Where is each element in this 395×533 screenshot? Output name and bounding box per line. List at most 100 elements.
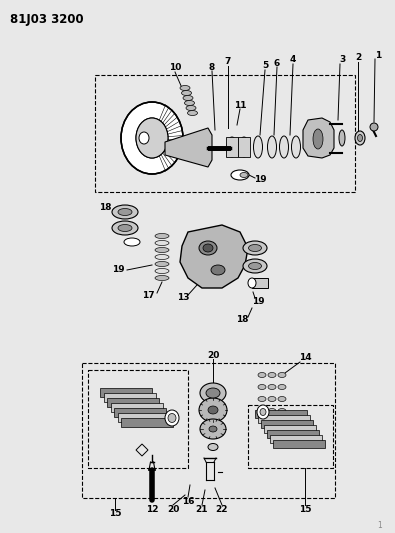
Ellipse shape — [181, 91, 192, 95]
Ellipse shape — [243, 241, 267, 255]
Text: 20: 20 — [167, 505, 179, 513]
Ellipse shape — [267, 136, 276, 158]
Ellipse shape — [292, 136, 301, 158]
Ellipse shape — [155, 269, 169, 273]
Ellipse shape — [240, 173, 248, 177]
Polygon shape — [267, 430, 319, 438]
Bar — [238, 137, 250, 157]
Polygon shape — [165, 128, 212, 167]
Ellipse shape — [200, 383, 226, 403]
Text: 19: 19 — [112, 265, 124, 274]
Ellipse shape — [208, 406, 218, 414]
Text: 8: 8 — [209, 62, 215, 71]
Ellipse shape — [268, 384, 276, 390]
Ellipse shape — [268, 408, 276, 414]
Text: 22: 22 — [216, 505, 228, 513]
Text: 7: 7 — [225, 58, 231, 67]
Ellipse shape — [199, 398, 227, 422]
Ellipse shape — [155, 247, 169, 253]
Ellipse shape — [254, 136, 263, 158]
Polygon shape — [111, 403, 162, 412]
Polygon shape — [264, 425, 316, 433]
Text: 16: 16 — [182, 497, 194, 505]
Ellipse shape — [248, 245, 261, 252]
Ellipse shape — [183, 95, 193, 101]
Ellipse shape — [139, 132, 149, 144]
Ellipse shape — [155, 276, 169, 280]
Polygon shape — [261, 420, 313, 428]
Ellipse shape — [339, 130, 345, 146]
Ellipse shape — [278, 397, 286, 401]
Polygon shape — [273, 440, 325, 448]
Ellipse shape — [168, 414, 176, 423]
Text: 20: 20 — [207, 351, 219, 359]
Ellipse shape — [199, 241, 217, 255]
Circle shape — [370, 123, 378, 131]
Ellipse shape — [278, 408, 286, 414]
Ellipse shape — [136, 118, 168, 158]
Text: 14: 14 — [299, 353, 311, 362]
Ellipse shape — [278, 384, 286, 390]
Text: 15: 15 — [109, 510, 121, 519]
Ellipse shape — [186, 106, 196, 110]
Ellipse shape — [155, 262, 169, 266]
Polygon shape — [270, 435, 322, 443]
Ellipse shape — [203, 244, 213, 252]
Ellipse shape — [278, 373, 286, 377]
Ellipse shape — [121, 102, 183, 174]
Ellipse shape — [248, 262, 261, 270]
Ellipse shape — [258, 373, 266, 377]
Ellipse shape — [118, 208, 132, 215]
Text: 17: 17 — [142, 290, 154, 300]
Text: 19: 19 — [252, 297, 264, 306]
Ellipse shape — [118, 224, 132, 231]
Ellipse shape — [200, 419, 226, 439]
Ellipse shape — [258, 408, 266, 414]
Ellipse shape — [180, 85, 190, 91]
Polygon shape — [103, 393, 156, 402]
Ellipse shape — [209, 426, 217, 432]
Text: 4: 4 — [290, 55, 296, 64]
Polygon shape — [255, 410, 307, 418]
Ellipse shape — [268, 397, 276, 401]
Ellipse shape — [239, 137, 249, 157]
Polygon shape — [303, 118, 334, 158]
Ellipse shape — [188, 110, 198, 116]
Polygon shape — [100, 388, 152, 397]
Polygon shape — [180, 225, 248, 288]
Text: 18: 18 — [236, 316, 248, 325]
Ellipse shape — [248, 278, 256, 288]
Text: 21: 21 — [196, 505, 208, 513]
Ellipse shape — [231, 170, 249, 180]
Ellipse shape — [211, 265, 225, 275]
Text: 18: 18 — [99, 203, 111, 212]
Ellipse shape — [112, 205, 138, 219]
Ellipse shape — [258, 384, 266, 390]
Ellipse shape — [112, 221, 138, 235]
Ellipse shape — [184, 101, 194, 106]
Bar — [226, 137, 238, 157]
Ellipse shape — [357, 134, 363, 141]
Ellipse shape — [280, 136, 288, 158]
Ellipse shape — [243, 259, 267, 273]
Text: 81J03 3200: 81J03 3200 — [10, 13, 84, 26]
Polygon shape — [114, 408, 166, 417]
Ellipse shape — [208, 443, 218, 450]
Ellipse shape — [155, 254, 169, 260]
Text: 13: 13 — [177, 294, 189, 303]
Ellipse shape — [257, 405, 269, 419]
Ellipse shape — [313, 129, 323, 149]
Ellipse shape — [260, 408, 266, 416]
Ellipse shape — [227, 137, 237, 157]
Ellipse shape — [155, 233, 169, 238]
Text: 5: 5 — [262, 61, 268, 70]
Ellipse shape — [155, 240, 169, 246]
Text: 1: 1 — [378, 521, 382, 529]
Text: 3: 3 — [340, 55, 346, 64]
Polygon shape — [258, 415, 310, 423]
Ellipse shape — [268, 373, 276, 377]
Polygon shape — [121, 418, 173, 427]
Ellipse shape — [355, 131, 365, 145]
Ellipse shape — [258, 397, 266, 401]
Ellipse shape — [206, 388, 220, 398]
